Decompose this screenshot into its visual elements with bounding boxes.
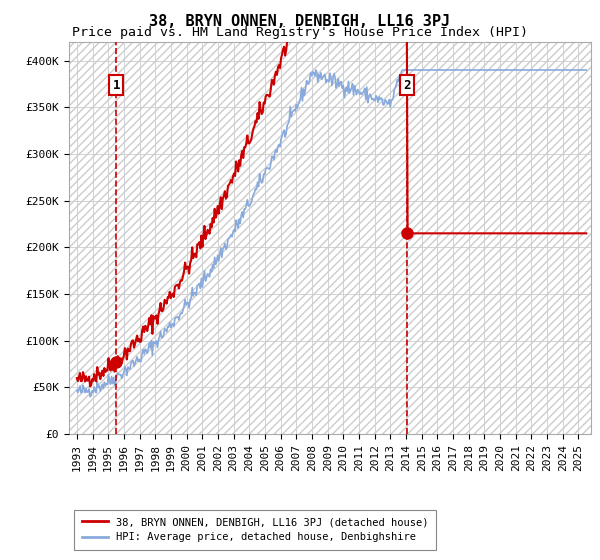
Text: 2: 2 [404, 78, 411, 92]
Text: 38, BRYN ONNEN, DENBIGH, LL16 3PJ: 38, BRYN ONNEN, DENBIGH, LL16 3PJ [149, 14, 451, 29]
Text: 1: 1 [113, 78, 120, 92]
Legend: 38, BRYN ONNEN, DENBIGH, LL16 3PJ (detached house), HPI: Average price, detached: 38, BRYN ONNEN, DENBIGH, LL16 3PJ (detac… [74, 510, 436, 549]
Text: Price paid vs. HM Land Registry's House Price Index (HPI): Price paid vs. HM Land Registry's House … [72, 26, 528, 39]
